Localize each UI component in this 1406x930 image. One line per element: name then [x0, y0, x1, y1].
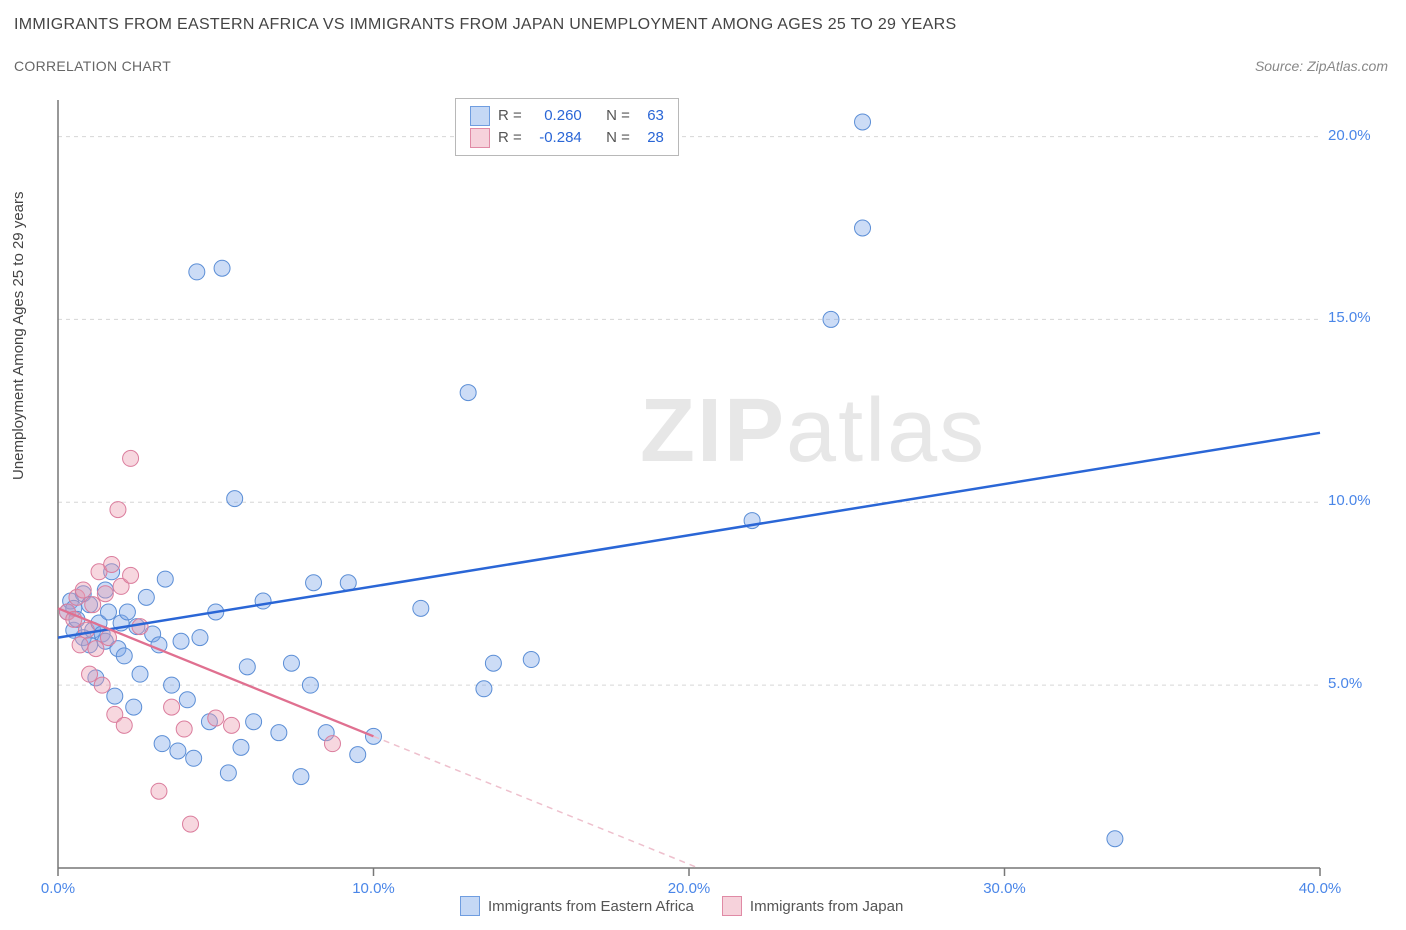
y-tick-label: 20.0%	[1328, 127, 1371, 144]
x-tick-label: 40.0%	[1290, 880, 1350, 897]
r-value: 0.260	[530, 105, 582, 127]
swatch-icon	[470, 106, 490, 126]
r-value: -0.284	[530, 127, 582, 149]
x-tick-label: 30.0%	[975, 880, 1035, 897]
chart-container: IMMIGRANTS FROM EASTERN AFRICA VS IMMIGR…	[0, 0, 1406, 930]
r-label: R =	[498, 105, 522, 127]
n-label: N =	[606, 127, 630, 149]
x-tick-label: 0.0%	[28, 880, 88, 897]
swatch-icon	[722, 896, 742, 916]
y-tick-label: 10.0%	[1328, 492, 1371, 509]
x-tick-label: 10.0%	[344, 880, 404, 897]
legend-label: Immigrants from Eastern Africa	[488, 898, 694, 915]
n-value: 63	[638, 105, 664, 127]
n-value: 28	[638, 127, 664, 149]
legend-series: Immigrants from Eastern Africa Immigrant…	[460, 896, 903, 916]
legend-row-series2: R = -0.284 N = 28	[470, 127, 664, 149]
y-tick-label: 5.0%	[1328, 675, 1362, 692]
scatter-plot	[50, 98, 1390, 886]
y-axis-label: Unemployment Among Ages 25 to 29 years	[10, 191, 27, 480]
source-attribution: Source: ZipAtlas.com	[1255, 58, 1388, 74]
swatch-icon	[470, 128, 490, 148]
legend-label: Immigrants from Japan	[750, 898, 903, 915]
r-label: R =	[498, 127, 522, 149]
y-tick-label: 15.0%	[1328, 309, 1371, 326]
swatch-icon	[460, 896, 480, 916]
legend-item-series1: Immigrants from Eastern Africa	[460, 896, 694, 916]
legend-item-series2: Immigrants from Japan	[722, 896, 903, 916]
legend-stats-box: R = 0.260 N = 63 R = -0.284 N = 28	[455, 98, 679, 156]
chart-title: IMMIGRANTS FROM EASTERN AFRICA VS IMMIGR…	[14, 16, 956, 34]
x-tick-label: 20.0%	[659, 880, 719, 897]
chart-subtitle: CORRELATION CHART	[14, 58, 171, 74]
n-label: N =	[606, 105, 630, 127]
legend-row-series1: R = 0.260 N = 63	[470, 105, 664, 127]
